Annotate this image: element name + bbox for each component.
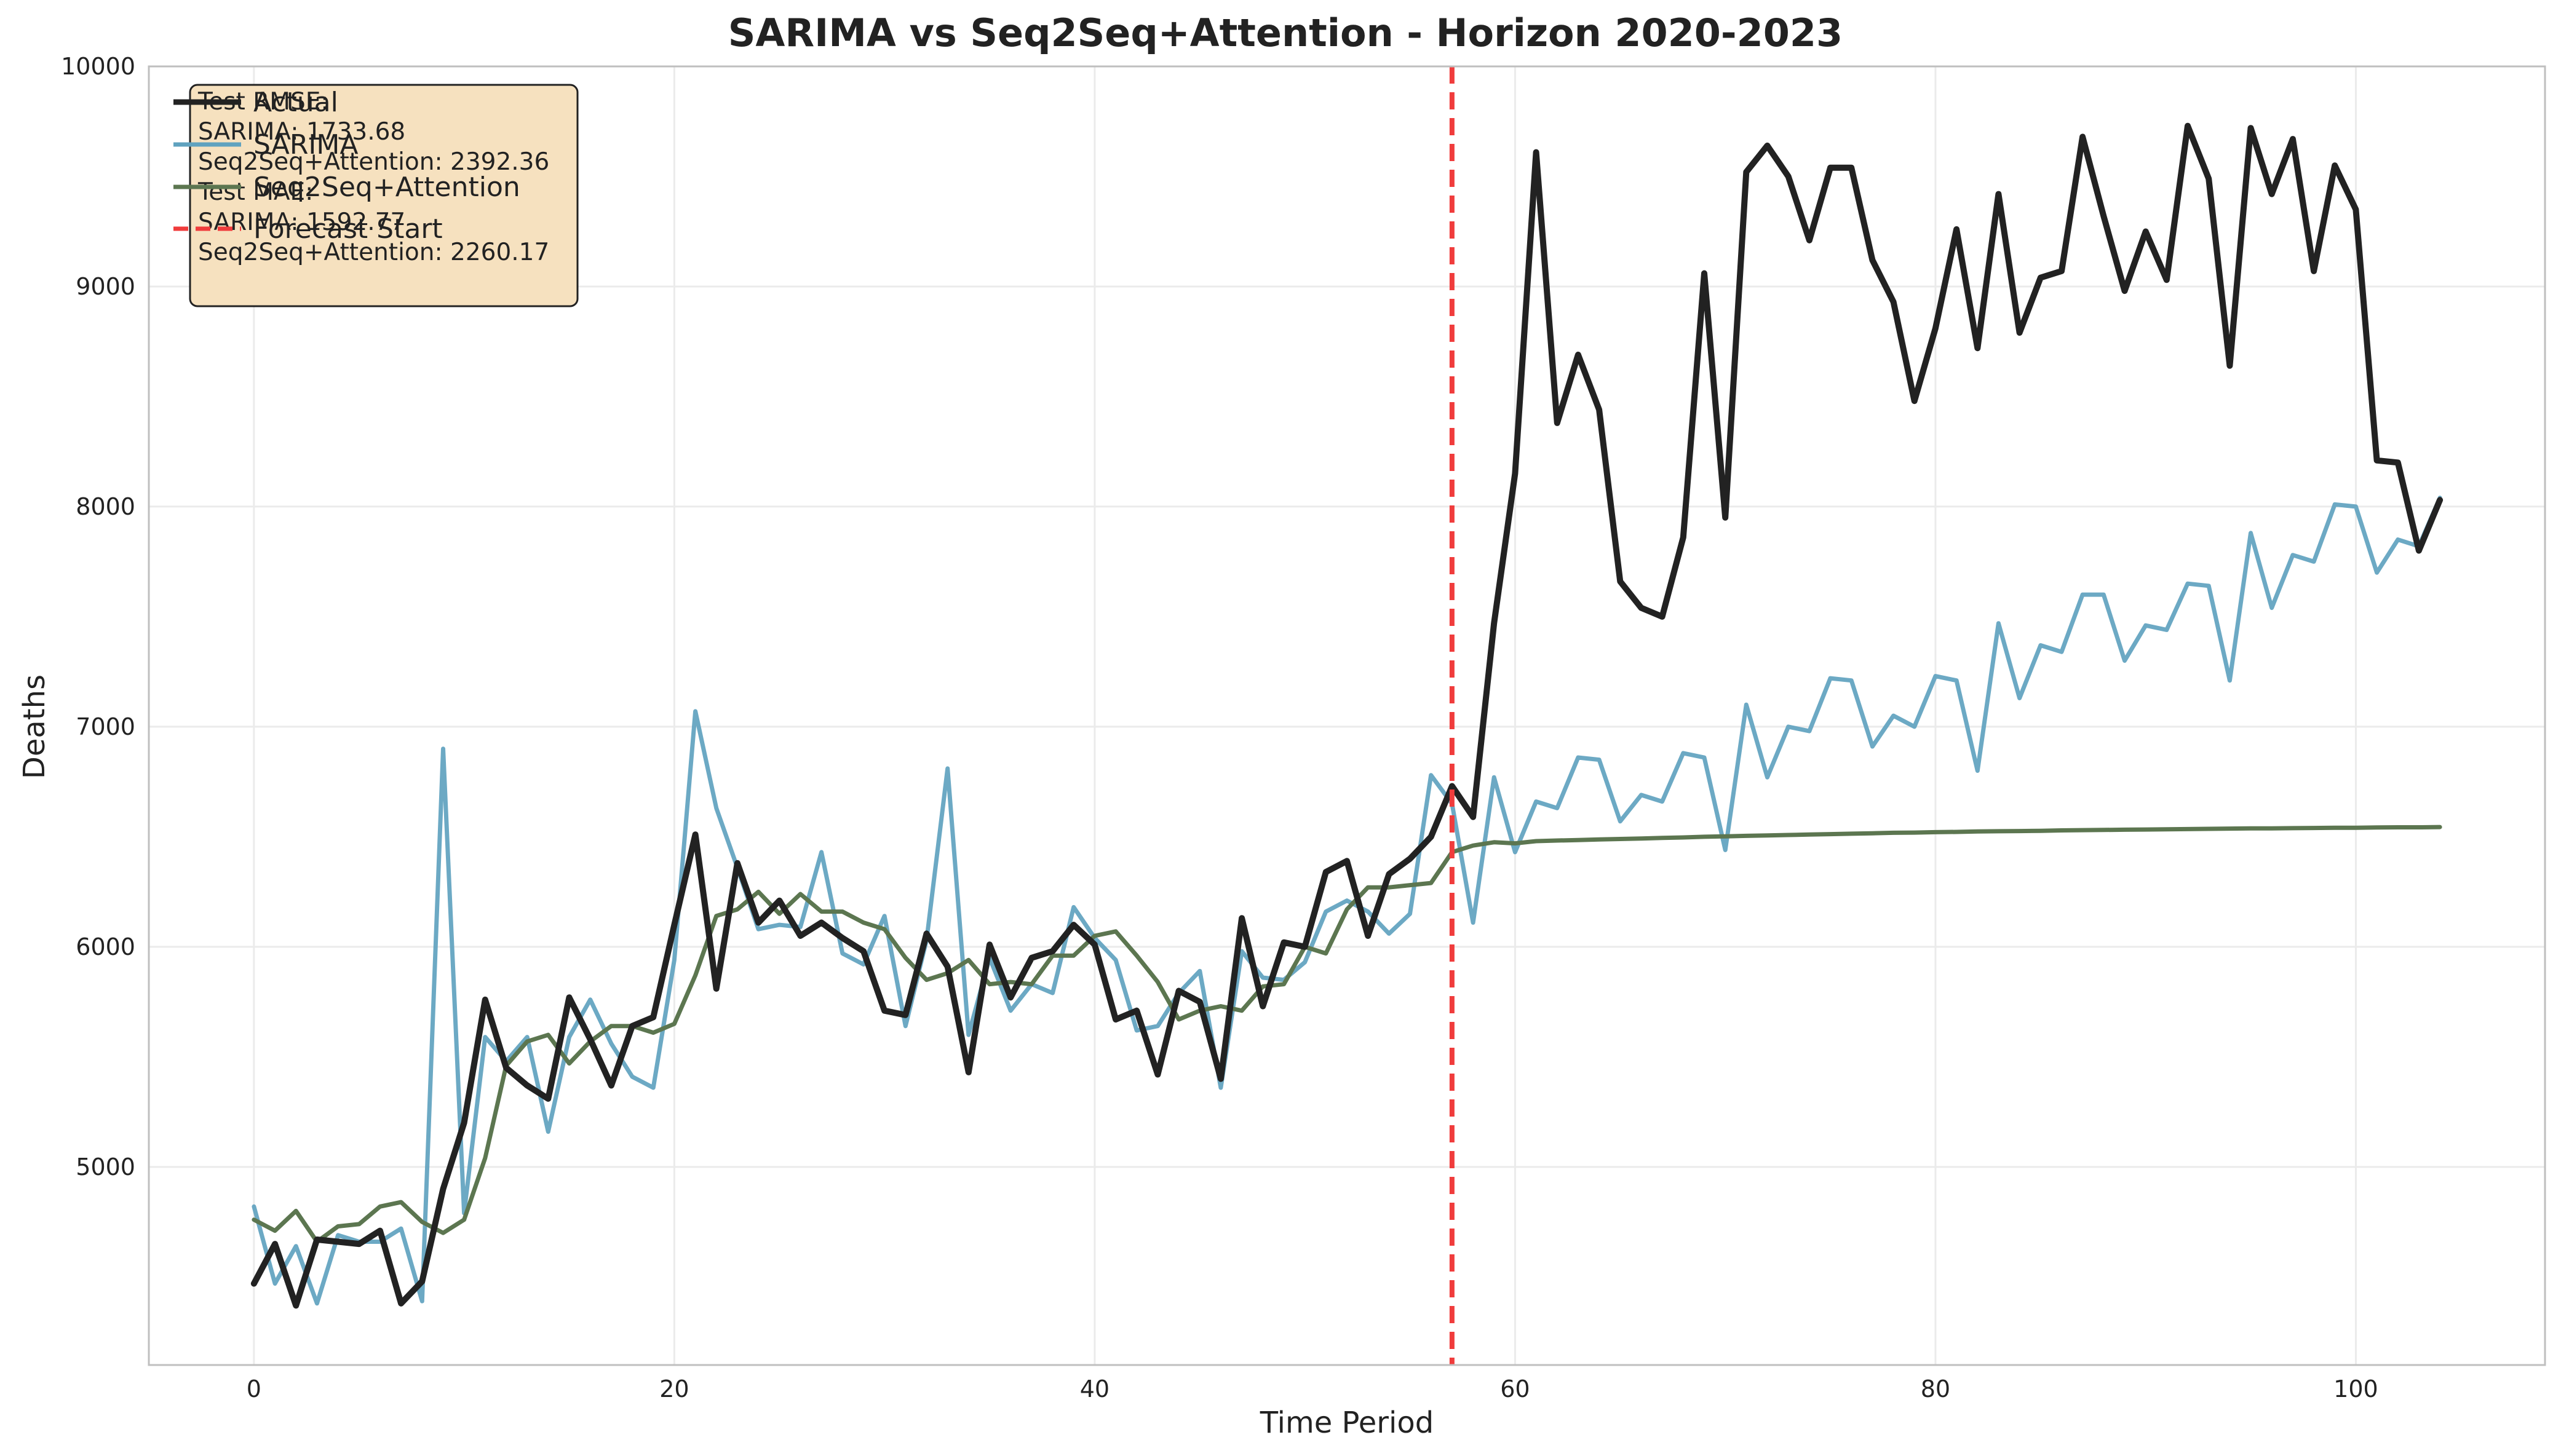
legend-label: Seq2Seq+Attention: [253, 172, 520, 203]
y-tick-label: 6000: [76, 933, 135, 960]
legend: Actual SARIMA Seq2Seq+Attention Forecast St…: [173, 87, 520, 245]
series-line-sarima: [252, 496, 2442, 1306]
x-tick-label: 20: [659, 1375, 689, 1403]
y-tick-label: 5000: [76, 1153, 135, 1181]
metrics-line: SARIMA: 1592.77: [198, 208, 405, 236]
y-axis-ticks: 5000 6000 7000 8000 9000 10000: [61, 53, 135, 1181]
x-tick-label: 80: [1921, 1375, 1950, 1403]
y-axis-label: Deaths: [17, 675, 52, 779]
series-line-actual: [250, 122, 2444, 1309]
x-tick-label: 100: [2333, 1375, 2378, 1403]
x-axis-ticks: 0 20 40 60 80 100: [247, 1375, 2378, 1403]
legend-label: Actual: [253, 87, 338, 118]
plot-frame: [148, 65, 2546, 1366]
metrics-line: Test MAE:: [197, 178, 313, 206]
metrics-box-background: [189, 84, 579, 307]
y-tick-label: 8000: [76, 493, 135, 520]
series-layer: [250, 122, 2444, 1309]
metrics-line: SARIMA: 1733.68: [198, 118, 405, 146]
x-tick-label: 40: [1080, 1375, 1110, 1403]
y-tick-label: 9000: [76, 273, 135, 300]
x-tick-label: 0: [247, 1375, 261, 1403]
legend-label: SARIMA: [253, 129, 358, 160]
legend-label: Forecast Start: [253, 213, 443, 245]
x-axis-label: Time Period: [1260, 1406, 1434, 1440]
metrics-line: Seq2Seq+Attention: 2260.17: [198, 239, 549, 266]
chart-title: SARIMA vs Seq2Seq+Attention - Horizon 20…: [728, 10, 1843, 55]
y-tick-label: 10000: [61, 53, 135, 80]
series-line-seq2seq-attention: [252, 825, 2442, 1244]
y-tick-label: 7000: [76, 713, 135, 740]
metrics-line: Seq2Seq+Attention: 2392.36: [198, 148, 549, 176]
x-tick-label: 60: [1500, 1375, 1530, 1403]
metrics-box: Test RMSE:SARIMA: 1733.68Seq2Seq+Attenti…: [189, 84, 579, 307]
